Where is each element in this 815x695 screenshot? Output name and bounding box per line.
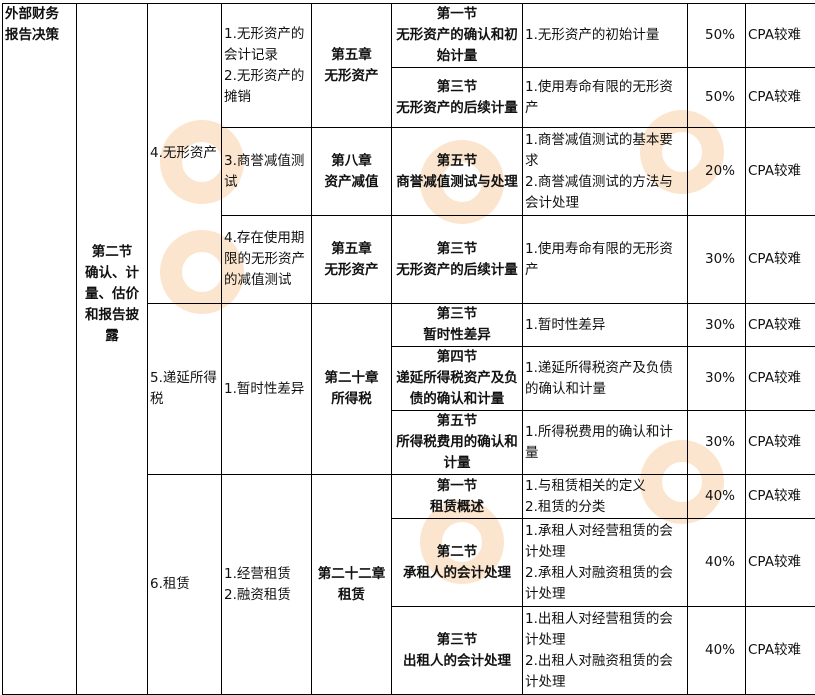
- difficulty-cell: CPA较难: [746, 347, 815, 411]
- part-cell: 外部财务 报告决策: [3, 4, 77, 695]
- topic-cell: 6.租赁: [148, 475, 222, 695]
- chapter-cell: 第二十章 所得税: [312, 304, 392, 475]
- knowledge-points-cell: 1.与租赁相关的定义 2.租赁的分类: [523, 475, 688, 519]
- weight-cell: 30%: [688, 347, 746, 411]
- difficulty-cell: CPA较难: [746, 607, 815, 695]
- subtopic-cell: 1.经营租赁 2.融资租赁: [222, 475, 312, 695]
- chapter-cell: 第八章 资产减值: [312, 128, 392, 216]
- textbook-section-cell: 第二节 承租人的会计处理: [392, 519, 523, 607]
- textbook-section-cell: 第三节 无形资产的后续计量: [392, 216, 523, 304]
- textbook-section-cell: 第一节 无形资产的确认和初始计量: [392, 4, 523, 68]
- weight-cell: 50%: [688, 4, 746, 68]
- difficulty-cell: CPA较难: [746, 4, 815, 68]
- knowledge-points-cell: 1.暂时性差异: [523, 304, 688, 347]
- difficulty-cell: CPA较难: [746, 128, 815, 216]
- difficulty-cell: CPA较难: [746, 519, 815, 607]
- chapter-cell: 第五章 无形资产: [312, 216, 392, 304]
- knowledge-points-cell: 1.出租人对经营租赁的会计处理 2.出租人对融资租赁的会计处理: [523, 607, 688, 695]
- subtopic-cell: 3.商誉减值测试: [222, 128, 312, 216]
- difficulty-cell: CPA较难: [746, 68, 815, 128]
- chapter-cell: 第二十二章 租赁: [312, 475, 392, 695]
- textbook-section-cell: 第三节 无形资产的后续计量: [392, 68, 523, 128]
- weight-cell: 40%: [688, 519, 746, 607]
- weight-cell: 40%: [688, 607, 746, 695]
- textbook-section-cell: 第四节 递延所得税资产及负债的确认和计量: [392, 347, 523, 411]
- subtopic-cell: 1.暂时性差异: [222, 304, 312, 475]
- topic-cell: 5.递延所得税: [148, 304, 222, 475]
- knowledge-points-cell: 1.商誉减值测试的基本要求 2.商誉减值测试的方法与会计处理: [523, 128, 688, 216]
- difficulty-cell: CPA较难: [746, 216, 815, 304]
- knowledge-points-cell: 1.使用寿命有限的无形资产: [523, 68, 688, 128]
- textbook-section-cell: 第三节 暂时性差异: [392, 304, 523, 347]
- topic-cell: 4.无形资产: [148, 4, 222, 304]
- difficulty-cell: CPA较难: [746, 475, 815, 519]
- chapter-cell: 第五章 无形资产: [312, 4, 392, 128]
- textbook-section-cell: 第五节 所得税费用的确认和计量: [392, 411, 523, 475]
- knowledge-points-cell: 1.使用寿命有限的无形资产: [523, 216, 688, 304]
- knowledge-points-cell: 1.承租人对经营租赁的会计处理 2.承租人对融资租赁的会计处理: [523, 519, 688, 607]
- textbook-section-cell: 第一节 租赁概述: [392, 475, 523, 519]
- textbook-section-cell: 第三节 出租人的会计处理: [392, 607, 523, 695]
- textbook-section-cell: 第五节 商誉减值测试与处理: [392, 128, 523, 216]
- knowledge-points-cell: 1.所得税费用的确认和计量: [523, 411, 688, 475]
- section-cell: 第二节 确认、计量、估价和报告披露: [77, 4, 148, 695]
- weight-cell: 50%: [688, 68, 746, 128]
- subtopic-cell: 4.存在使用期限的无形资产的减值测试: [222, 216, 312, 304]
- weight-cell: 20%: [688, 128, 746, 216]
- weight-cell: 30%: [688, 216, 746, 304]
- weight-cell: 40%: [688, 475, 746, 519]
- knowledge-points-cell: 1.无形资产的初始计量: [523, 4, 688, 68]
- weight-cell: 30%: [688, 304, 746, 347]
- subtopic-cell: 1.无形资产的会计记录 2.无形资产的摊销: [222, 4, 312, 128]
- difficulty-cell: CPA较难: [746, 304, 815, 347]
- difficulty-cell: CPA较难: [746, 411, 815, 475]
- knowledge-points-cell: 1.递延所得税资产及负债的确认和计量: [523, 347, 688, 411]
- weight-cell: 30%: [688, 411, 746, 475]
